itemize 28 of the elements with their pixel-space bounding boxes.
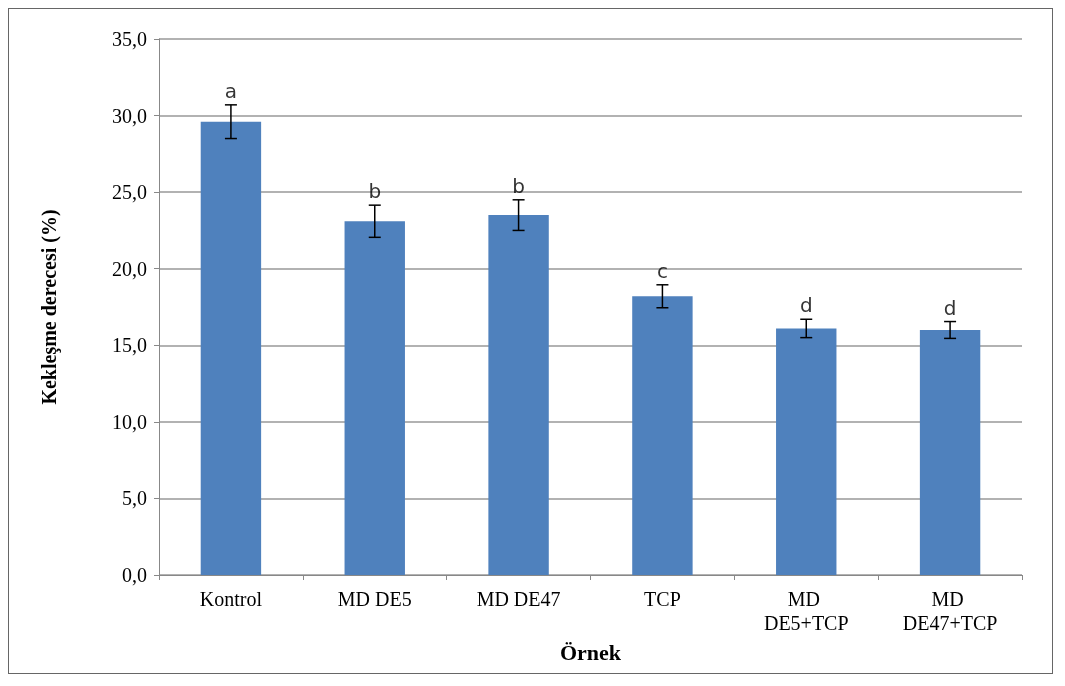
- x-tick-label: Kontrol: [199, 588, 263, 610]
- annotation: b: [512, 173, 525, 198]
- annotation: b: [368, 179, 382, 204]
- bar: [632, 296, 693, 575]
- x-tick-label: MD DE5+TCP: [763, 588, 849, 634]
- y-tick-label: 15,0: [112, 334, 147, 357]
- y-tick-label: 25,0: [112, 181, 147, 204]
- annotation: d: [799, 293, 813, 318]
- x-tick-label: MD DE5: [337, 588, 412, 610]
- annotation: d: [943, 295, 957, 320]
- x-tick-label: TCP: [644, 588, 681, 610]
- bar: [200, 121, 262, 575]
- y-tick-label: 20,0: [112, 257, 147, 280]
- x-axis-title: Örnek: [559, 639, 622, 665]
- y-tick-label: 10,0: [112, 410, 147, 433]
- x-tick-label: MD DE47: [476, 588, 561, 610]
- y-tick-label: 35,0: [112, 28, 147, 50]
- y-tick-label: 0,0: [122, 564, 147, 586]
- bar: [488, 215, 549, 575]
- x-tick-label: MD DE47+TCP: [902, 588, 998, 634]
- annotation: a: [224, 78, 238, 103]
- annotation: c: [656, 258, 668, 283]
- y-axis-title: Kekleşme derecesi (%): [38, 209, 61, 405]
- bar: [919, 329, 981, 575]
- bar: [776, 328, 837, 575]
- bar: [344, 221, 405, 575]
- y-tick-label: 5,0: [122, 487, 147, 510]
- y-tick-label: 30,0: [112, 104, 147, 127]
